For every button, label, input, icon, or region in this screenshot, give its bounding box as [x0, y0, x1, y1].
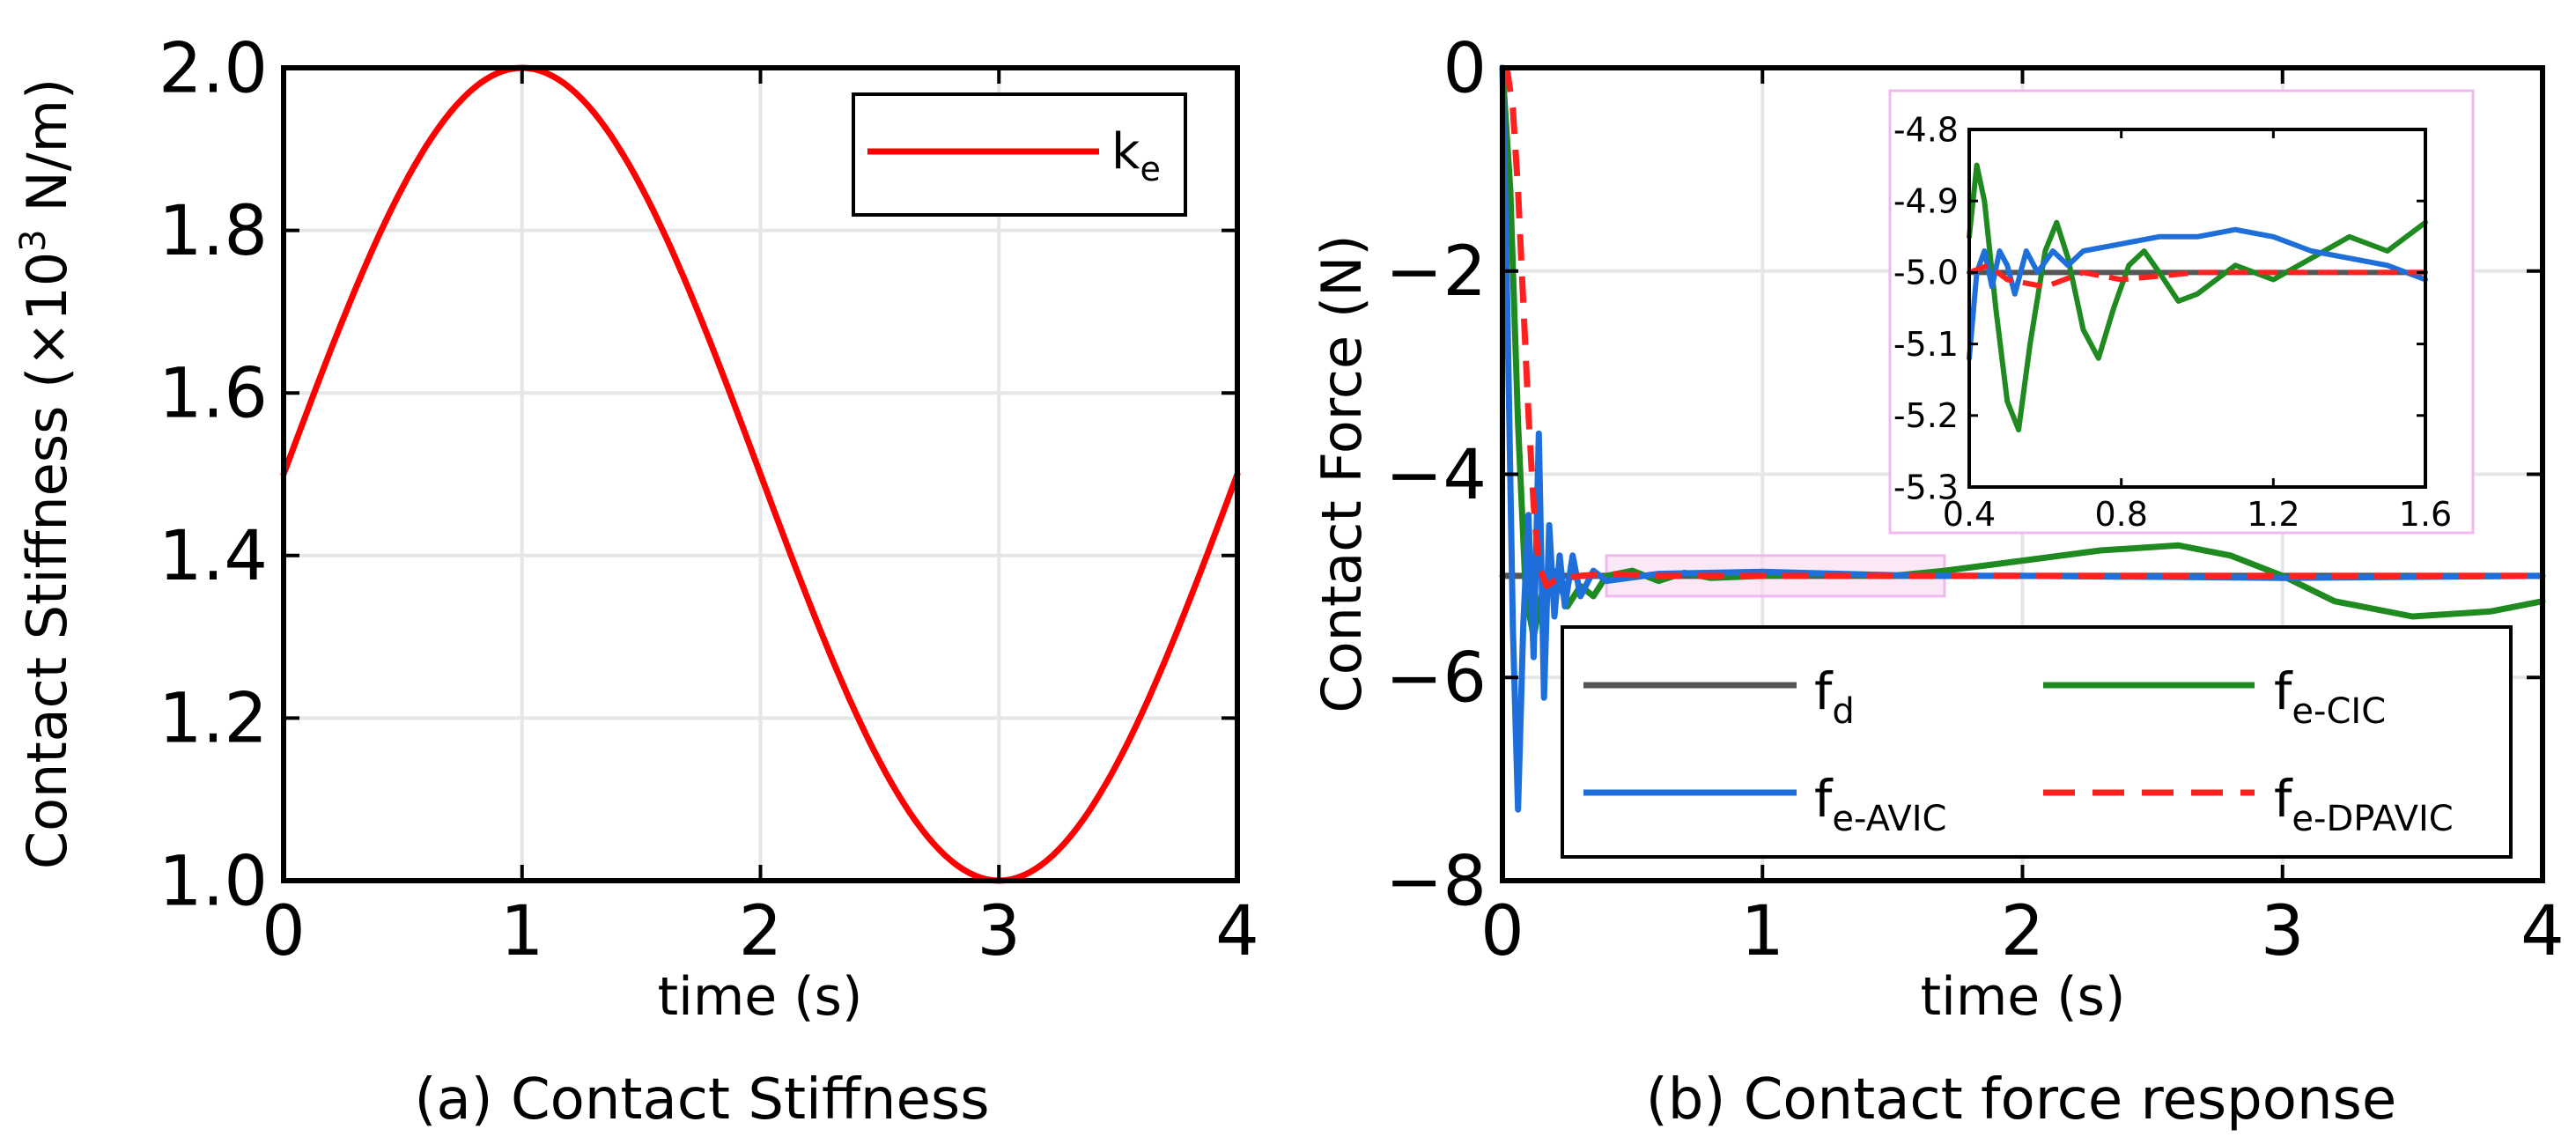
panel-b-series-line-3 — [1500, 65, 2543, 589]
panel-b-ytick-label-0: −8 — [1385, 842, 1487, 921]
panel-b-legend-label-fe-dpavic: fe-DPAVIC — [2274, 769, 2454, 839]
panel-b-inset-ytick-label-4: -4.9 — [1893, 182, 1959, 221]
panel-b-ylabel: Contact Force (N) — [1310, 234, 1374, 712]
panel-b-inset-xtick-label-1: 0.8 — [2094, 495, 2147, 534]
panel-a-ylabel-prefix: Contact Stiffness (×10 — [15, 252, 79, 869]
panel-b-legend-fe-dpavic-sub: e-DPAVIC — [2292, 799, 2453, 839]
panel-b-inset-ytick-label-2: -5.1 — [1893, 325, 1959, 364]
panel-b-inset-ytick-label-5: -4.8 — [1893, 110, 1959, 149]
panel-a-ticks: 0 1 2 3 4 1.0 1.2 1.4 1.6 1.8 2.0 — [159, 29, 1259, 971]
panel-b-inset-xtick-label-0: 0.4 — [1943, 495, 1996, 534]
panel-a-xlabel: time (s) — [658, 966, 863, 1028]
panel-b-ytick-label-1: −6 — [1385, 639, 1487, 719]
panel-b-legend-fe-cic-name: f — [2274, 661, 2293, 721]
panel-a-xtick-label-2: 2 — [739, 892, 783, 971]
panel-b-inset-ticks: 0.4 0.8 1.2 1.6 -5.3 -5.2 -5.1 -5.0 -4.9 -4.8 — [1893, 110, 2452, 534]
panel-a-ylabel: Contact Stiffness (×103 N/m) — [13, 78, 79, 869]
panel-b-inset-ytick-label-0: -5.3 — [1893, 468, 1959, 506]
panel-a-ytick-label-2: 1.4 — [159, 517, 268, 596]
panel-b-ytick-label-4: 0 — [1443, 29, 1487, 108]
panel-b-inset-series-line-1 — [1967, 162, 2428, 432]
panel-b-legend-label-fd: fd — [1814, 661, 1855, 732]
panel-b-legend-fe-cic-sub: e-CIC — [2292, 691, 2386, 732]
panel-b-inset-axes-frame — [1967, 128, 2427, 489]
panel-b-legend-fd-sub: d — [1832, 691, 1854, 732]
panel-a-ytick-label-5: 2.0 — [159, 29, 268, 108]
panel-b-series — [1499, 64, 2546, 813]
panel-b-xlabel: time (s) — [1921, 966, 2126, 1028]
panel-b-legend-fd-name: f — [1814, 661, 1834, 721]
panel-a-ytick-label-4: 1.8 — [159, 192, 268, 271]
panel-b-inset-ytick-label-1: -5.2 — [1893, 396, 1959, 435]
panel-b-xtick-label-1: 1 — [1740, 892, 1784, 971]
panel-b-xtick-label-2: 2 — [2001, 892, 2045, 971]
panel-b-legend: fd fe-CIC fe-AVIC fe-DPAVIC — [1561, 625, 2513, 859]
panel-a-ylabel-suffix: N/m) — [15, 78, 79, 230]
panel-a-caption: (a) Contact Stiffness — [414, 1067, 989, 1133]
panel-a-ytick-label-1: 1.2 — [159, 680, 268, 759]
panel-a-xtick-label-0: 0 — [262, 892, 306, 971]
panel-b-ytick-label-2: −4 — [1385, 436, 1487, 515]
panel-a-legend: ke — [852, 92, 1187, 217]
panel-b-legend-fe-avic-sub: e-AVIC — [1832, 799, 1946, 839]
panel-b-xtick-label-3: 3 — [2261, 892, 2305, 971]
panel-b-xtick-label-4: 4 — [2521, 892, 2565, 971]
panel-b-inset-series-line-3 — [1967, 262, 2425, 290]
panel-b-ticks: 0 1 2 3 4 −8 −6 −4 −2 0 — [1385, 29, 2565, 971]
panel-b-legend-label-fe-cic: fe-CIC — [2274, 661, 2386, 732]
panel-a-xtick-label-1: 1 — [500, 892, 544, 971]
panel-a-legend-ke-name: k — [1111, 123, 1140, 181]
panel-a-legend-ke-sub: e — [1140, 150, 1160, 188]
panel-b-inset-ytick-label-3: -5.0 — [1893, 254, 1959, 292]
panel-b-caption: (b) Contact force response — [1646, 1067, 2396, 1133]
panel-a-ylabel-sup: 3 — [13, 229, 54, 251]
panel-a-xtick-label-3: 3 — [977, 892, 1021, 971]
panel-b-xtick-label-0: 0 — [1480, 892, 1524, 971]
panel-a-series — [280, 64, 1241, 884]
panel-b-legend-label-fe-avic: fe-AVIC — [1814, 769, 1946, 839]
panel-a-legend-label-ke: ke — [1111, 123, 1161, 188]
panel-a-xtick-label-4: 4 — [1215, 892, 1259, 971]
panel-b-legend-fe-dpavic-name: f — [2274, 769, 2293, 829]
panel-b-inset-xtick-label-2: 1.2 — [2247, 495, 2299, 534]
panel-b-contact-force: 0 1 2 3 4 −8 −6 −4 −2 0 time (s) (b) Contact forc… — [1310, 29, 2565, 1133]
panel-b-inset-xtick-label-3: 1.6 — [2399, 495, 2452, 534]
panel-a-ytick-label-3: 1.6 — [159, 355, 268, 434]
panel-b-legend-fe-avic-name: f — [1814, 769, 1834, 829]
panel-b-inset-outer-border — [1888, 89, 2475, 535]
panel-b-series-line-2 — [1499, 64, 2546, 813]
panel-b-ytick-label-3: −2 — [1385, 232, 1487, 312]
panel-b-inset-series-line-2 — [1967, 226, 2428, 361]
panel-b-inset-series — [1967, 162, 2428, 432]
panel-b-legend-box — [1561, 625, 2513, 859]
panel-a-series-line-0 — [280, 64, 1241, 884]
panel-a-ytick-label-0: 1.0 — [159, 842, 268, 921]
panel-b-inset: 0.4 0.8 1.2 1.6 -5.3 -5.2 -5.1 -5.0 -4.9 -4.8 — [1888, 89, 2475, 535]
panel-a-contact-stiffness: 0 1 2 3 4 1.0 1.2 1.4 1.6 1.8 2.0 time (s) (a) Con… — [13, 29, 1259, 1133]
